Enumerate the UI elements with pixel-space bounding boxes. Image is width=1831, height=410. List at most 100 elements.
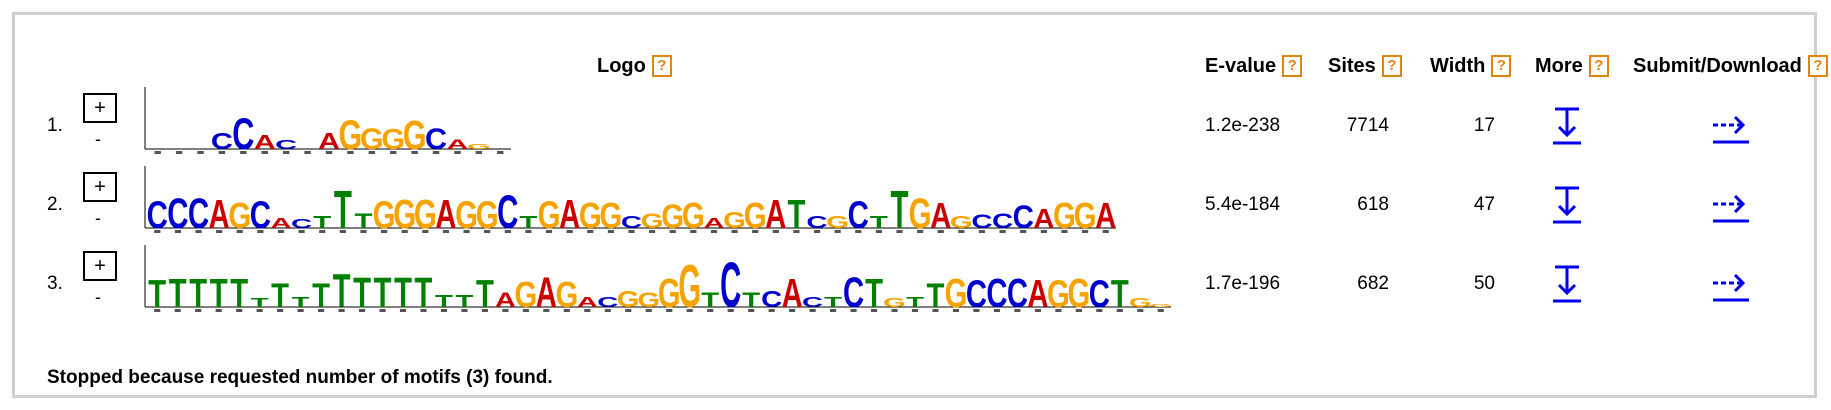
logo-position-tick xyxy=(216,230,223,233)
logo-position-tick xyxy=(830,309,837,312)
logo-position-tick xyxy=(645,309,652,312)
more-help-icon[interactable]: ? xyxy=(1588,55,1609,77)
expand-button[interactable]: + xyxy=(83,251,117,281)
logo-letter: A xyxy=(495,289,516,312)
logo-position-tick xyxy=(154,151,161,154)
submit-arrow-icon[interactable] xyxy=(1711,188,1751,224)
logo-letter: A xyxy=(1033,204,1054,235)
logo-position-tick xyxy=(666,309,673,312)
logo-position-tick xyxy=(690,230,697,233)
logo-position-tick xyxy=(543,309,550,312)
logo-letter: G xyxy=(373,194,396,236)
logo-help-icon[interactable]: ? xyxy=(651,55,672,77)
logo-position-tick xyxy=(834,230,841,233)
logo-letter: G xyxy=(339,111,363,157)
expand-button[interactable]: + xyxy=(83,93,117,123)
collapse-button[interactable]: - xyxy=(95,287,101,307)
logo-letter: G xyxy=(883,296,906,310)
logo-position-tick xyxy=(502,309,509,312)
more-download-icon[interactable] xyxy=(1549,263,1585,303)
logo-position-tick xyxy=(584,309,591,312)
logo-position-tick xyxy=(993,309,1000,312)
logo-letter: G xyxy=(599,196,622,236)
logo-position-tick xyxy=(484,230,491,233)
logo-letter: T xyxy=(891,181,909,236)
logo-position-tick xyxy=(772,230,779,233)
logo-letter: G xyxy=(661,197,684,236)
logo-position-tick xyxy=(298,230,305,233)
logo-letter: T xyxy=(906,293,924,310)
submit-arrow-icon[interactable] xyxy=(1711,267,1751,303)
logo-letter: A xyxy=(1027,273,1048,315)
evalue-help-icon[interactable]: ? xyxy=(1282,55,1303,77)
logo-position-tick xyxy=(649,230,656,233)
logo-position-tick xyxy=(218,151,226,154)
evalue-cell: 1.7e-196 xyxy=(1205,273,1281,294)
expand-button[interactable]: + xyxy=(83,172,117,202)
sites-cell: 7714 xyxy=(1346,115,1389,136)
logo-letter: T xyxy=(313,213,331,232)
logo-position-tick xyxy=(937,230,944,233)
logo-position-tick xyxy=(896,230,903,233)
submit-arrow-icon[interactable] xyxy=(1711,109,1751,145)
logo-position-tick xyxy=(952,309,960,312)
logo-position-tick xyxy=(282,151,290,154)
submit-download-header: Submit/Download? xyxy=(1633,55,1828,78)
logo-position-tick xyxy=(809,309,816,312)
logo-letter: G xyxy=(909,190,932,236)
logo-letter: A xyxy=(577,293,598,310)
collapse-button[interactable]: - xyxy=(95,208,101,228)
logo-letter: T xyxy=(927,276,945,315)
logo-letter: C xyxy=(843,268,864,315)
logo-position-tick xyxy=(461,309,468,312)
submit-help-icon[interactable]: ? xyxy=(1807,55,1828,77)
logo-position-tick xyxy=(319,230,326,233)
logo-letter: G xyxy=(467,142,491,151)
logo-letter: A xyxy=(270,215,291,232)
logo-letter: G xyxy=(744,196,767,236)
logo-letter: G xyxy=(826,213,849,232)
logo-letter: G xyxy=(1129,296,1152,310)
logo-position-tick xyxy=(1040,230,1047,233)
collapse-button[interactable]: - xyxy=(95,129,101,149)
width-help-icon[interactable]: ? xyxy=(1491,55,1512,77)
logo-position-tick xyxy=(504,230,511,233)
logo-position-tick xyxy=(454,151,461,154)
logo-letter: T xyxy=(519,213,537,232)
results-panel: Logo? E-value? Sites? Width? More? Submi… xyxy=(12,12,1828,398)
logo-position-tick xyxy=(1157,309,1164,312)
logo-position-tick xyxy=(277,230,285,233)
logo-position-tick xyxy=(261,151,268,154)
logo-position-tick xyxy=(1034,309,1041,312)
logo-letter: C xyxy=(497,186,518,236)
logo-position-tick xyxy=(789,309,796,312)
logo-letter: G xyxy=(476,194,499,236)
logo-position-tick xyxy=(442,230,450,233)
logo-letter: T xyxy=(742,289,760,312)
logo-letter: C xyxy=(806,213,827,232)
more-download-icon[interactable] xyxy=(1549,184,1585,224)
more-download-icon[interactable] xyxy=(1549,105,1585,145)
logo-letter: T xyxy=(374,268,392,315)
sites-help-icon[interactable]: ? xyxy=(1381,55,1402,77)
logo-letter: G xyxy=(1074,196,1097,236)
sites-header: Sites? xyxy=(1328,55,1402,78)
logo-position-tick xyxy=(411,151,418,154)
sites-cell: 618 xyxy=(1357,194,1389,215)
width-cell: 50 xyxy=(1473,273,1495,294)
logo-letter: G xyxy=(641,210,664,233)
logo-letter: G xyxy=(414,191,437,236)
logo-position-tick xyxy=(669,230,676,233)
logo-letter: G xyxy=(579,196,602,236)
logo-header: Logo? xyxy=(597,55,672,78)
logo-letter: C xyxy=(986,271,1007,315)
logo-position-tick xyxy=(277,309,284,312)
logo-position-tick xyxy=(875,230,882,233)
logo-letter: T xyxy=(456,292,474,311)
logo-letter: T xyxy=(333,266,351,315)
logo-letter: T xyxy=(210,271,228,315)
logo-position-tick xyxy=(381,230,388,233)
logo-letter: C xyxy=(848,194,869,236)
